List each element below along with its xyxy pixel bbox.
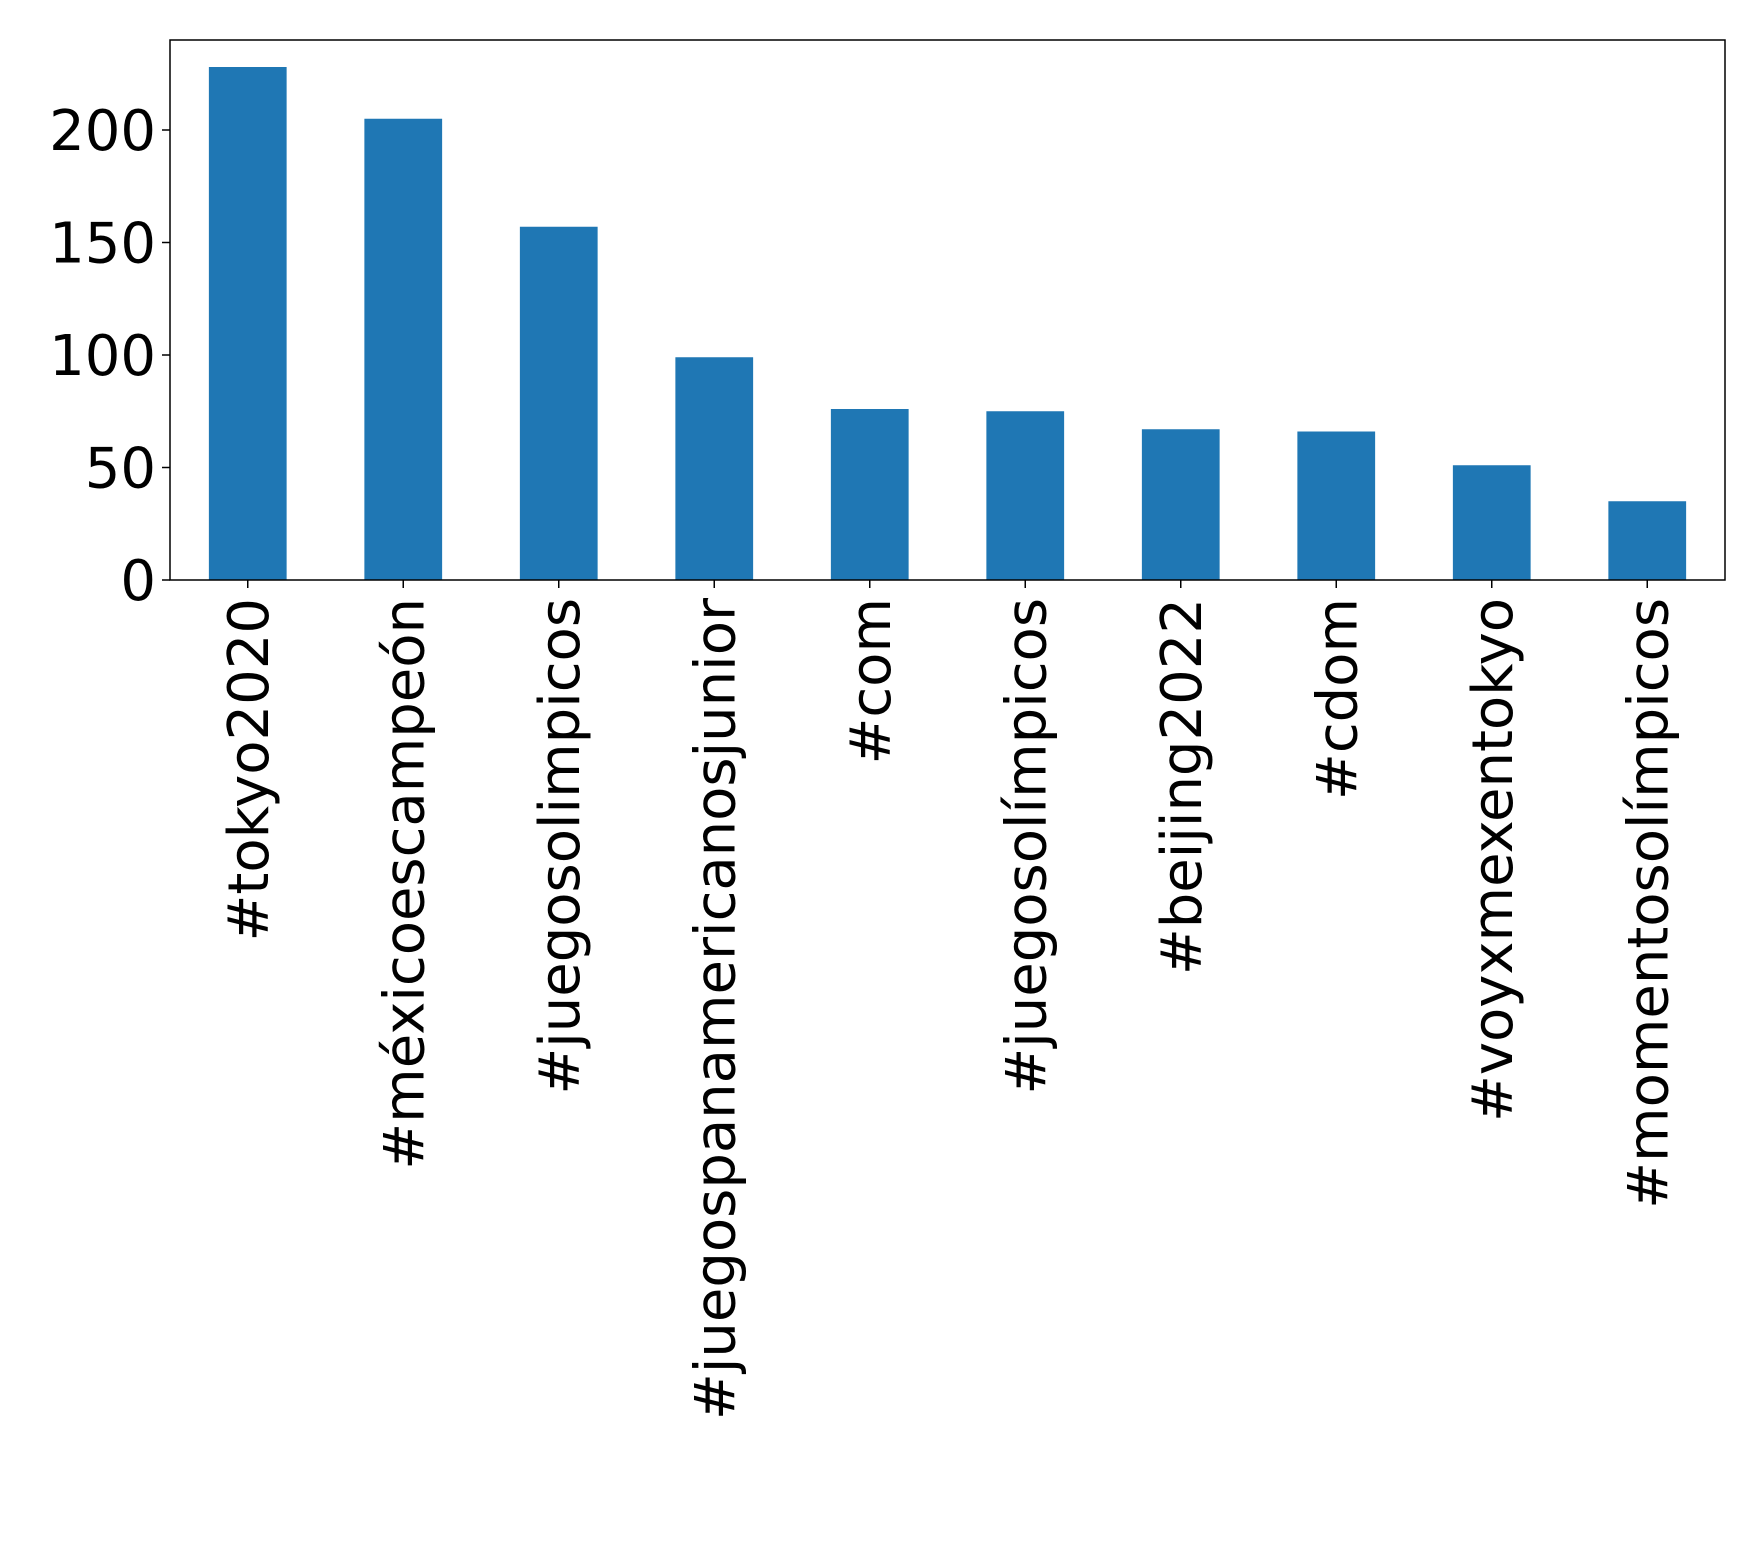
bar-3 xyxy=(675,357,754,580)
x-tick-label: #com xyxy=(839,598,904,765)
y-axis: 0 50 100 150 200 xyxy=(49,99,170,614)
x-axis: #tokyo2020 #méxicoescampeón #juegosolimpic… xyxy=(217,580,1681,1420)
x-tick-label: #juegospanamericanosjunior xyxy=(683,597,748,1420)
x-tick-label: #méxicoescampeón xyxy=(372,598,437,1170)
x-tick-label: #beijing2022 xyxy=(1150,598,1215,975)
y-tick-label: 0 xyxy=(120,549,156,614)
plot-frame xyxy=(169,39,1726,581)
bar-5 xyxy=(986,411,1065,580)
y-tick-label: 200 xyxy=(49,99,156,164)
x-tick-label: #tokyo2020 xyxy=(217,598,282,942)
bars-group xyxy=(208,67,1687,580)
bar-7 xyxy=(1297,431,1376,580)
bar-9 xyxy=(1608,501,1687,580)
x-tick-label: #momentosolímpicos xyxy=(1616,598,1681,1209)
x-tick-label: #voyxmexentokyo xyxy=(1461,598,1526,1122)
y-tick-label: 50 xyxy=(85,437,156,502)
y-tick-label: 150 xyxy=(49,212,156,277)
bar-6 xyxy=(1141,429,1220,580)
x-tick-label: #juegosolímpicos xyxy=(994,598,1059,1095)
bar-4 xyxy=(830,409,909,580)
bar-2 xyxy=(519,226,598,580)
bar-0 xyxy=(208,67,287,580)
x-tick-label: #cdom xyxy=(1305,598,1370,800)
bar-1 xyxy=(364,118,443,580)
bar-8 xyxy=(1452,465,1531,580)
x-tick-label: #juegosolimpicos xyxy=(528,598,593,1095)
y-tick-label: 100 xyxy=(49,324,156,389)
